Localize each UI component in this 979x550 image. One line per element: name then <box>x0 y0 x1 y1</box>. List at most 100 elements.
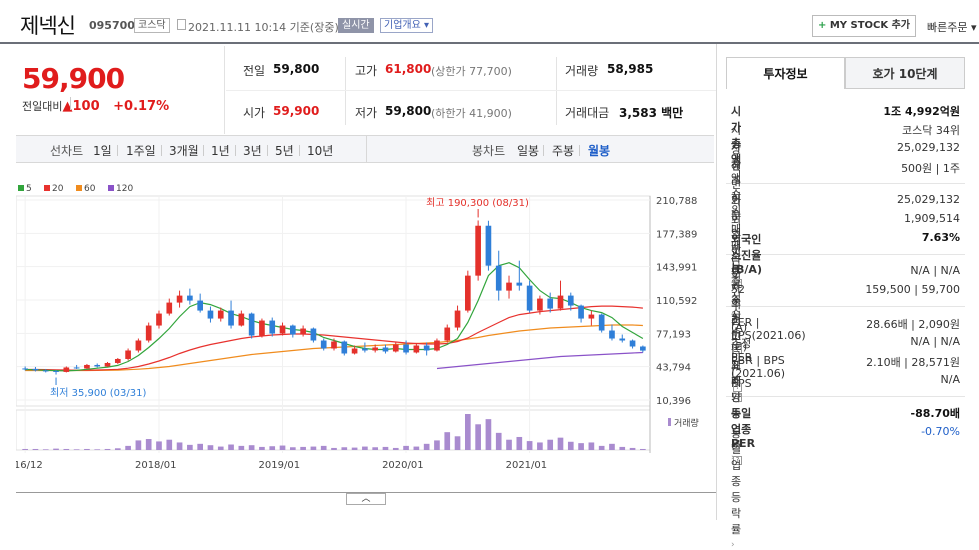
volume-bar <box>331 447 337 450</box>
candle-body <box>32 368 39 371</box>
period-3m[interactable]: 3개월 <box>169 144 199 158</box>
invest-row-value: 2.10배 | 28,571원 <box>866 356 960 369</box>
volume-bar <box>485 419 492 450</box>
candle-weekly[interactable]: 주봉 <box>552 144 575 158</box>
period-5y[interactable]: 5년 <box>275 144 294 158</box>
candle-body <box>248 313 255 336</box>
volume-bar <box>197 443 203 450</box>
prev-close-label: 전일 <box>243 64 266 78</box>
open-label: 시가 <box>243 106 266 120</box>
period-1w[interactable]: 1주일 <box>126 144 156 158</box>
period-3y[interactable]: 3년 <box>243 144 262 158</box>
candle-body <box>547 298 554 309</box>
volume-bar <box>217 446 224 450</box>
invest-row-label: PER | EPS(2021.06)? <box>731 316 806 354</box>
invest-row-label: 시가총액순위 › <box>731 124 742 231</box>
tab-invest-info[interactable]: 투자정보 <box>726 57 845 89</box>
volume-bar <box>465 414 471 450</box>
invest-row-value: 159,500 | 59,700 <box>865 283 960 296</box>
up-arrow-icon: ▲ <box>62 99 73 114</box>
realtime-badge[interactable]: 실시간 <box>338 18 374 33</box>
candle-chart-label: 봉차트 <box>472 144 506 158</box>
company-info-dropdown[interactable]: 기업개요 ▾ <box>380 18 433 33</box>
candle-daily[interactable]: 일봉 <box>517 144 540 158</box>
candle-body <box>114 358 121 363</box>
y-tick-label: 143,991 <box>656 263 697 274</box>
volume-bar <box>320 445 327 450</box>
volume-bar <box>444 432 451 450</box>
volume-bar <box>341 447 348 450</box>
tab-order-book[interactable]: 호가 10단계 <box>845 57 965 89</box>
help-icon[interactable]: ? <box>733 344 742 354</box>
x-tick-label: 2019/01 <box>259 460 301 471</box>
volume-bar <box>362 446 368 450</box>
candle-body <box>465 275 471 311</box>
volume-legend-swatch <box>668 418 671 426</box>
period-10y[interactable]: 10년 <box>307 144 334 158</box>
candle-body <box>382 347 389 352</box>
candle-body <box>485 225 492 266</box>
volume-bar <box>495 432 502 450</box>
line-chart-label: 선차트 <box>50 144 84 158</box>
help-icon[interactable]: ? <box>733 392 742 402</box>
volume-label: 거래량 <box>565 64 599 78</box>
stock-chart: 5 20 60 120 210,788 177,389 143,991 110,592 77,1… <box>16 184 699 471</box>
invest-row-value: N/A | N/A <box>910 264 960 277</box>
volume-value: 58,985 <box>607 62 654 76</box>
candle-body <box>537 298 543 311</box>
volume-bar <box>176 442 183 450</box>
invest-row-value: 25,029,132 <box>897 193 960 206</box>
candle-body <box>269 320 276 334</box>
candle-body <box>454 310 461 328</box>
candle-monthly[interactable]: 월봉 <box>588 144 611 158</box>
candle-body <box>598 314 605 331</box>
volume-bar <box>259 446 265 450</box>
plus-icon: + <box>817 20 827 31</box>
current-price: 59,900 <box>22 62 125 95</box>
candle-body <box>423 345 430 351</box>
ma5-line <box>25 262 644 372</box>
quick-order-dropdown[interactable]: 빠른주문 ▾ <box>927 21 977 34</box>
volume-bar <box>300 446 306 450</box>
help-icon[interactable]: ? <box>733 278 742 288</box>
volume-bar <box>269 446 276 450</box>
amount-label: 거래대금 <box>565 106 610 120</box>
invest-row-value: 28.66배 | 2,090원 <box>866 318 960 331</box>
volume-bar <box>403 445 409 450</box>
volume-bar <box>413 446 420 450</box>
invest-row-value: N/A <box>940 373 960 386</box>
invest-row-value: 500원 | 1주 <box>901 162 960 175</box>
x-tick-label: 2018/01 <box>135 460 177 471</box>
period-1d[interactable]: 1일 <box>93 144 112 158</box>
change-value: 100 <box>72 99 100 114</box>
volume-bar <box>423 443 430 450</box>
invest-row-label: 외국인소진율(B/A)? <box>731 233 762 288</box>
volume-bar <box>289 447 296 450</box>
candle-body <box>73 367 80 369</box>
y-tick-label: 77,193 <box>656 329 691 340</box>
x-tick-label: 2020/01 <box>382 460 424 471</box>
help-icon[interactable]: ? <box>733 382 742 392</box>
candle-body <box>53 370 59 372</box>
help-icon[interactable]: ? <box>733 455 742 465</box>
candle-body <box>22 368 28 370</box>
invest-row-label: 상장주식수 <box>731 143 742 220</box>
candle-body <box>42 370 49 372</box>
price-change: 전일대비▲100 +0.17% <box>22 97 169 114</box>
volume-bar <box>310 446 317 450</box>
candle-body <box>629 340 636 347</box>
open-value: 59,900 <box>273 104 320 118</box>
volume-bar <box>454 436 461 450</box>
candle-body <box>557 295 564 309</box>
candle-body <box>640 346 646 351</box>
chevron-right-icon: › <box>731 221 735 231</box>
volume-bar <box>238 445 245 450</box>
volume-bar <box>629 447 636 450</box>
add-mystock-button[interactable]: + MY STOCK 추가 <box>812 15 916 37</box>
invest-row-label: 투자의견 | 목표주가 <box>731 266 742 404</box>
collapse-handle[interactable]: ︿ <box>346 493 386 505</box>
candle-body <box>578 305 584 319</box>
x-tick-label: 2016/12 <box>16 460 43 471</box>
period-1y[interactable]: 1년 <box>211 144 230 158</box>
volume-bar <box>145 439 152 450</box>
